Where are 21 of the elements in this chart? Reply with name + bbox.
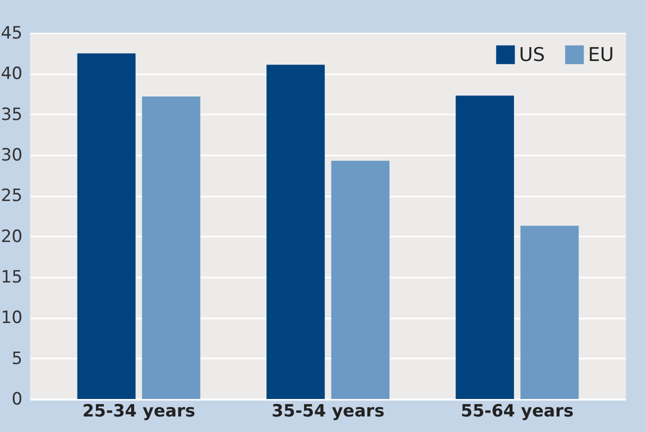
y-tick-label: 5 <box>12 348 22 369</box>
y-tick-label: 0 <box>12 390 22 410</box>
y-tick-label: 25 <box>0 186 22 206</box>
x-tick-label: 35-54 years <box>272 402 384 422</box>
bar <box>456 96 514 399</box>
x-tick-label: 55-64 years <box>460 402 574 422</box>
bar <box>266 64 325 399</box>
y-tick-label: 15 <box>0 268 22 288</box>
bar <box>77 53 136 399</box>
y-tick-label: 45 <box>0 24 22 44</box>
y-tick-label: 35 <box>0 104 22 125</box>
bar <box>331 160 390 399</box>
y-tick-label: 30 <box>0 146 22 166</box>
bar <box>142 96 200 399</box>
y-tick-label: 40 <box>0 64 22 84</box>
x-tick-label: 25-34 years <box>82 402 196 422</box>
legend-label: EU <box>588 44 614 66</box>
legend-label: US <box>519 44 545 66</box>
bar <box>520 226 579 399</box>
y-tick-label: 20 <box>0 226 22 247</box>
y-tick-label: 10 <box>0 308 22 328</box>
